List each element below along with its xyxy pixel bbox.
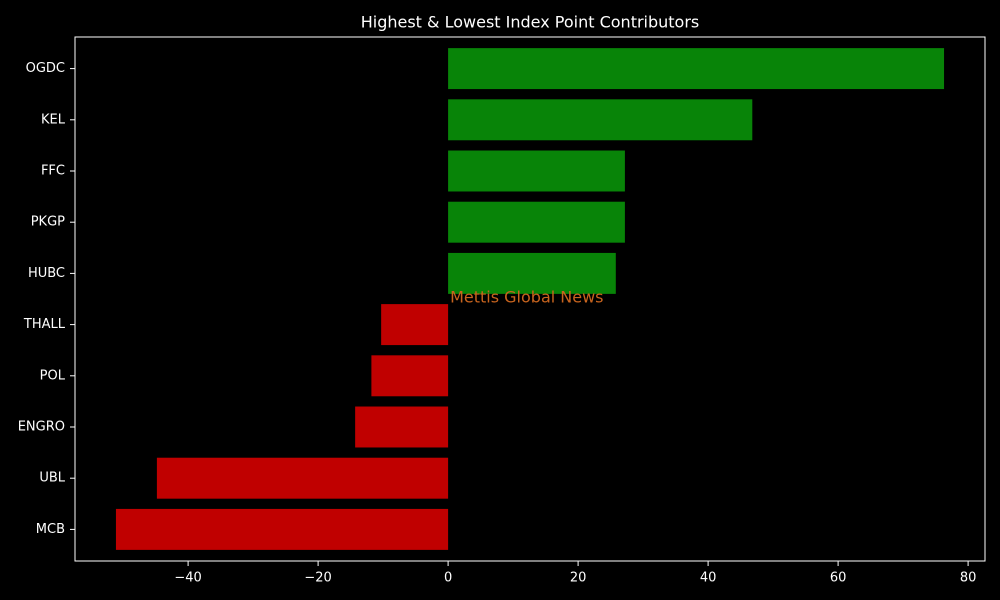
x-tick-label: 0 [444, 571, 452, 586]
bar [371, 355, 449, 397]
y-tick-label: UBL [39, 471, 65, 486]
chart-title: Highest & Lowest Index Point Contributor… [361, 13, 700, 32]
bar [448, 99, 753, 141]
y-tick-label: THALL [23, 317, 66, 332]
bar [115, 508, 449, 550]
bar [448, 252, 616, 294]
bar [156, 457, 449, 499]
bar [381, 304, 449, 346]
x-tick-label: 20 [570, 571, 587, 586]
y-tick-label: PKGP [31, 215, 65, 230]
bar [355, 406, 449, 448]
watermark: Mettis Global News [450, 288, 603, 307]
x-tick-label: 40 [700, 571, 717, 586]
y-tick-label: KEL [41, 112, 66, 127]
bar [448, 48, 945, 90]
x-tick-label: −20 [304, 571, 331, 586]
y-tick-label: POL [40, 368, 66, 383]
bar [448, 201, 625, 243]
y-tick-label: OGDC [26, 61, 65, 76]
y-tick-label: HUBC [28, 266, 65, 281]
x-tick-label: −40 [174, 571, 201, 586]
y-tick-label: MCB [36, 522, 65, 537]
x-tick-label: 80 [960, 571, 977, 586]
bar [448, 150, 625, 192]
x-tick-label: 60 [830, 571, 847, 586]
y-tick-label: FFC [41, 164, 65, 179]
plot-frame [74, 36, 986, 562]
y-tick-label: ENGRO [18, 420, 65, 435]
